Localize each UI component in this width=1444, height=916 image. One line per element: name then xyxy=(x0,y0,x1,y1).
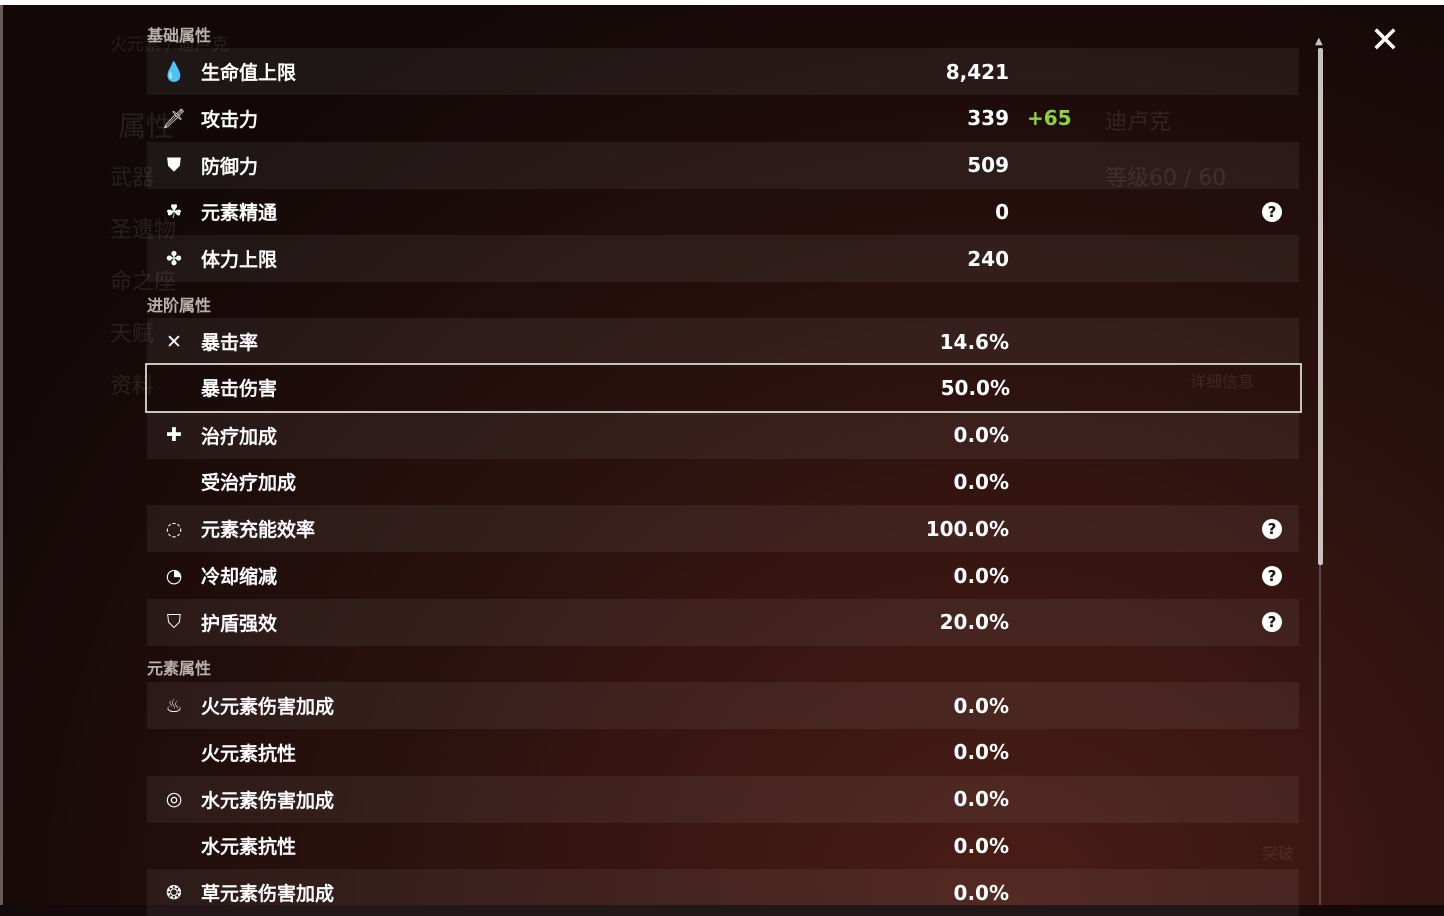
stat-row[interactable]: ⛊ 防御力 509 xyxy=(147,141,1299,189)
stat-label: 暴击率 xyxy=(201,332,259,354)
help-icon[interactable]: ? xyxy=(1262,518,1282,539)
healing-cross-icon: ✚ xyxy=(166,424,182,447)
stat-value: 100.0% xyxy=(925,516,1009,541)
stat-label: 火元素伤害加成 xyxy=(201,696,335,718)
scrollbar-thumb[interactable] xyxy=(1318,48,1323,565)
stat-label: 火元素抗性 xyxy=(201,742,297,765)
stat-value: 0 xyxy=(995,199,1009,224)
stat-value: 509 xyxy=(967,153,1009,178)
stat-value: 0.0% xyxy=(953,423,1009,448)
scrollbar-track[interactable] xyxy=(1319,565,1321,905)
stat-value: 20.0% xyxy=(939,610,1009,635)
stat-row[interactable]: ◔ 冷却缩减 0.0%? xyxy=(147,552,1299,599)
elemental-mastery-icon: ☘ xyxy=(165,200,183,223)
stat-value: 0.0% xyxy=(953,833,1009,858)
section-title: 基础属性 xyxy=(147,26,212,45)
stat-row[interactable]: ⛉ 护盾强效 20.0%? xyxy=(147,598,1299,646)
stat-row[interactable]: 水元素抗性 0.0% xyxy=(147,822,1299,869)
bg-menu-talents: 天赋 xyxy=(110,322,155,347)
pyro-icon: ♨ xyxy=(165,694,183,717)
stamina-icon: ✤ xyxy=(166,247,182,270)
stat-value: 14.6% xyxy=(939,329,1009,354)
stat-label: 生命值上限 xyxy=(201,62,297,84)
stat-value: 0.0% xyxy=(953,880,1009,905)
hydro-icon: ◎ xyxy=(165,788,183,811)
stat-value: 0.0% xyxy=(953,469,1009,494)
stat-label: 元素精通 xyxy=(201,202,278,225)
crit-rate-icon: ✕ xyxy=(166,330,182,353)
stat-label: 元素充能效率 xyxy=(201,519,316,542)
stat-value: 8,421 xyxy=(945,59,1009,84)
help-icon[interactable]: ? xyxy=(1262,201,1282,222)
help-icon[interactable]: ? xyxy=(1262,565,1282,586)
stat-row[interactable]: 💧 生命值上限 8,421 xyxy=(147,48,1299,95)
bg-menu-attributes: 属性 xyxy=(118,110,175,143)
scroll-up-icon[interactable]: ▲ xyxy=(1315,36,1323,47)
stat-value: 0.0% xyxy=(953,693,1009,718)
shield-icon: ⛊ xyxy=(166,154,182,177)
stat-label: 草元素伤害加成 xyxy=(201,883,335,906)
stat-row[interactable]: ✤ 体力上限 240 xyxy=(147,235,1299,283)
bg-ascend-button: 突破 xyxy=(1262,844,1295,863)
stat-row[interactable]: ☘ 元素精通 0? xyxy=(147,188,1299,235)
stat-label: 体力上限 xyxy=(201,249,278,272)
stat-row[interactable]: 🗡 攻击力 339 +65 xyxy=(147,95,1299,142)
close-icon: ✕ xyxy=(1369,20,1401,61)
stat-row[interactable]: ◌ 元素充能效率 100.0%? xyxy=(147,505,1299,553)
stat-label: 护盾强效 xyxy=(201,612,278,635)
section-title: 元素属性 xyxy=(147,659,212,678)
stat-row[interactable]: 受治疗加成 0.0% xyxy=(147,458,1299,505)
bg-menu-weapon: 武器 xyxy=(110,166,155,191)
hp-drop-icon: 💧 xyxy=(162,61,186,83)
stat-label: 暴击伤害 xyxy=(201,378,278,401)
bg-character-name: 迪卢克 xyxy=(1105,110,1172,135)
stat-label: 治疗加成 xyxy=(201,425,278,448)
stat-label: 攻击力 xyxy=(201,108,259,131)
stat-value: 240 xyxy=(967,246,1009,271)
stat-value: 0.0% xyxy=(953,787,1009,812)
bg-menu-artifacts: 圣遗物 xyxy=(110,218,177,243)
bg-level: 等级60 / 60 xyxy=(1105,166,1227,191)
stat-label: 受治疗加成 xyxy=(201,472,297,495)
stat-value: 50.0% xyxy=(940,375,1010,400)
section-title: 进阶属性 xyxy=(147,296,212,315)
dendro-icon: ❂ xyxy=(166,881,182,904)
stat-value: 0.0% xyxy=(953,563,1009,588)
window-top-border xyxy=(0,0,1444,5)
stat-row[interactable]: ✚ 治疗加成 0.0% xyxy=(147,411,1299,459)
stat-bonus: +65 xyxy=(1027,106,1072,131)
bg-details-button: 详细信息 xyxy=(1190,372,1255,391)
stat-row[interactable]: ♨ 火元素伤害加成 0.0% xyxy=(147,682,1299,729)
close-button[interactable]: ✕ xyxy=(1368,23,1402,59)
stat-row[interactable]: 暴击伤害 50.0% xyxy=(145,362,1302,413)
stat-label: 防御力 xyxy=(201,155,259,178)
stat-row[interactable]: ❂ 草元素伤害加成 0.0% xyxy=(147,869,1299,916)
stat-value: 0.0% xyxy=(953,740,1009,765)
cooldown-icon: ◔ xyxy=(165,564,183,587)
stat-row[interactable]: 火元素抗性 0.0% xyxy=(147,729,1299,776)
energy-recharge-icon: ◌ xyxy=(165,517,183,540)
stat-value: 339 xyxy=(967,106,1009,131)
window-left-border xyxy=(0,5,3,905)
stat-row[interactable]: ◎ 水元素伤害加成 0.0% xyxy=(147,775,1299,823)
bg-element-character: 火元素 / 迪卢克 xyxy=(110,35,229,55)
help-icon[interactable]: ? xyxy=(1262,612,1282,633)
sword-icon: 🗡 xyxy=(161,107,187,130)
stat-label: 水元素伤害加成 xyxy=(201,789,335,812)
stat-label: 冷却缩减 xyxy=(201,566,278,588)
stat-row[interactable]: ✕ 暴击率 14.6% xyxy=(147,318,1299,365)
stat-label: 水元素抗性 xyxy=(201,836,297,859)
shield-strength-icon: ⛉ xyxy=(166,611,182,634)
bg-menu-constellation: 命之座 xyxy=(110,270,177,295)
